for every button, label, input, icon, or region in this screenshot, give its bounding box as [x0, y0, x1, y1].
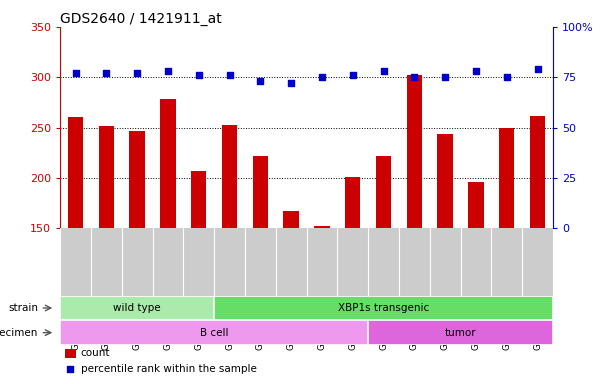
Bar: [214, 296, 553, 320]
Bar: [191, 171, 206, 228]
Bar: [314, 227, 329, 228]
Point: [225, 72, 234, 78]
Bar: [376, 156, 391, 228]
Bar: [60, 296, 214, 320]
Bar: [345, 177, 361, 228]
Text: B cell: B cell: [200, 328, 228, 338]
Point: [471, 68, 481, 74]
Point: [66, 366, 75, 372]
Bar: [530, 116, 545, 228]
Bar: [160, 99, 175, 228]
Text: GDS2640 / 1421911_at: GDS2640 / 1421911_at: [60, 12, 222, 26]
Text: percentile rank within the sample: percentile rank within the sample: [81, 364, 257, 374]
Bar: [499, 127, 514, 228]
Bar: [468, 182, 484, 228]
Point: [194, 72, 204, 78]
Bar: [368, 320, 553, 345]
Bar: [284, 211, 299, 228]
Text: specimen: specimen: [0, 328, 38, 338]
Point: [348, 72, 358, 78]
Point: [379, 68, 388, 74]
Bar: [60, 320, 368, 345]
Bar: [68, 117, 83, 228]
Bar: [222, 125, 237, 228]
Bar: [99, 126, 114, 228]
Point: [317, 74, 327, 80]
Bar: [129, 131, 145, 228]
Point: [132, 70, 142, 76]
Point: [441, 74, 450, 80]
Point: [163, 68, 172, 74]
Text: wild type: wild type: [114, 303, 161, 313]
Point: [409, 74, 419, 80]
Point: [255, 78, 265, 84]
Bar: [65, 349, 76, 358]
Bar: [252, 156, 268, 228]
Text: strain: strain: [8, 303, 38, 313]
Point: [532, 66, 542, 72]
Point: [71, 70, 81, 76]
Point: [286, 80, 296, 86]
Text: count: count: [81, 348, 111, 358]
Text: tumor: tumor: [445, 328, 477, 338]
Text: XBP1s transgenic: XBP1s transgenic: [338, 303, 429, 313]
Point: [102, 70, 111, 76]
Bar: [438, 134, 453, 228]
Point: [502, 74, 511, 80]
Bar: [407, 75, 422, 228]
